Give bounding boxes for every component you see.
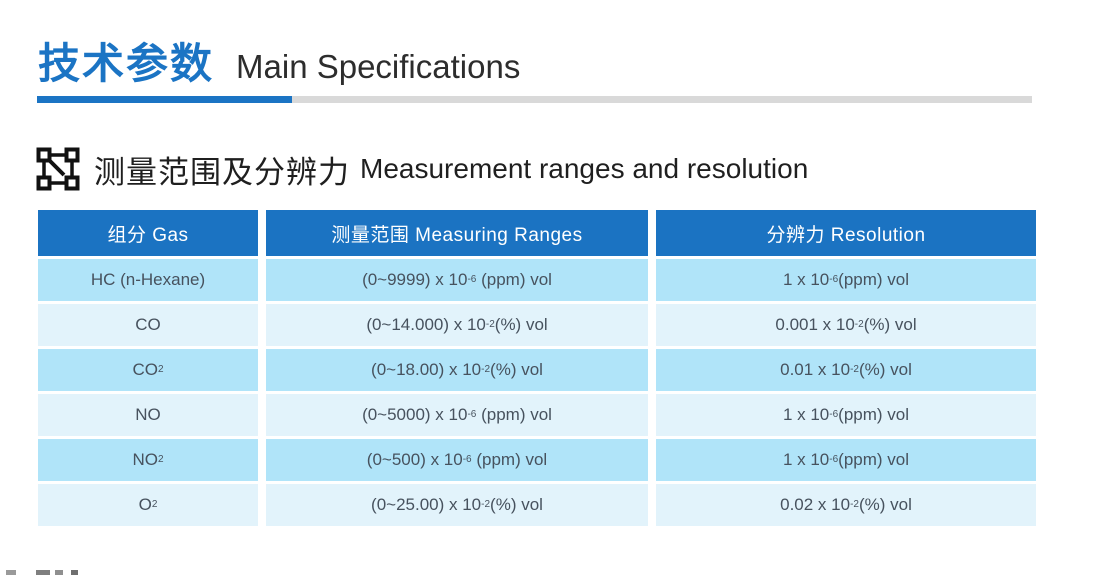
table-cell-range: (0~18.00) x 10 -2 (%) vol xyxy=(266,349,648,391)
page-title: 技术参数 Main Specifications xyxy=(38,30,520,91)
table-cell-resolution: 0.02 x 10 -2 (%) vol xyxy=(656,484,1036,526)
table-cell-gas: CO 2 xyxy=(38,349,258,391)
spec-table-body: HC (n-Hexane) (0~9999) x 10 -6 (ppm) vol 1 … xyxy=(38,259,1036,526)
table-cell-resolution: 0.001 x 10 -2 (%) vol xyxy=(656,304,1036,346)
header-rule-accent xyxy=(37,96,292,103)
spec-table: 组分 Gas 测量范围 Measuring Ranges 分辨力 Resolut… xyxy=(38,210,1036,526)
table-cell-resolution: 1 x 10 -6 (ppm) vol xyxy=(656,259,1036,301)
page-title-en: Main Specifications xyxy=(236,48,521,85)
table-cell-gas: CO xyxy=(38,304,258,346)
cutoff-fragment xyxy=(36,570,50,575)
table-cell-range: (0~14.000) x 10 -2 (%) vol xyxy=(266,304,648,346)
page-title-zh: 技术参数 xyxy=(38,40,215,87)
column-header-resolution: 分辨力 Resolution xyxy=(656,210,1036,256)
section-title-zh: 测量范围及分辨力 xyxy=(94,154,350,190)
transform-selection-icon xyxy=(36,146,80,192)
cutoff-fragment xyxy=(6,570,16,575)
table-cell-range: (0~9999) x 10 -6 (ppm) vol xyxy=(266,259,648,301)
cutoff-fragment xyxy=(55,570,63,575)
table-cell-range: (0~25.00) x 10 -2 (%) vol xyxy=(266,484,648,526)
table-cell-resolution: 0.01 x 10 -2 (%) vol xyxy=(656,349,1036,391)
spec-table-header: 组分 Gas 测量范围 Measuring Ranges 分辨力 Resolut… xyxy=(38,210,1036,256)
table-cell-gas: NO 2 xyxy=(38,439,258,481)
table-cell-resolution: 1 x 10 -6 (ppm) vol xyxy=(656,394,1036,436)
section-heading: 测量范围及分辨力 Measurement ranges and resoluti… xyxy=(36,146,808,192)
table-cell-range: (0~500) x 10 -6 (ppm) vol xyxy=(266,439,648,481)
column-header-measuring-ranges: 测量范围 Measuring Ranges xyxy=(266,210,648,256)
table-cell-gas: NO xyxy=(38,394,258,436)
column-header-gas: 组分 Gas xyxy=(38,210,258,256)
table-cell-resolution: 1 x 10 -6 (ppm) vol xyxy=(656,439,1036,481)
header-rule xyxy=(37,96,1032,103)
table-cell-range: (0~5000) x 10 -6 (ppm) vol xyxy=(266,394,648,436)
section-title-en: Measurement ranges and resolution xyxy=(360,153,809,184)
table-cell-gas: HC (n-Hexane) xyxy=(38,259,258,301)
cutoff-fragment xyxy=(71,570,78,575)
